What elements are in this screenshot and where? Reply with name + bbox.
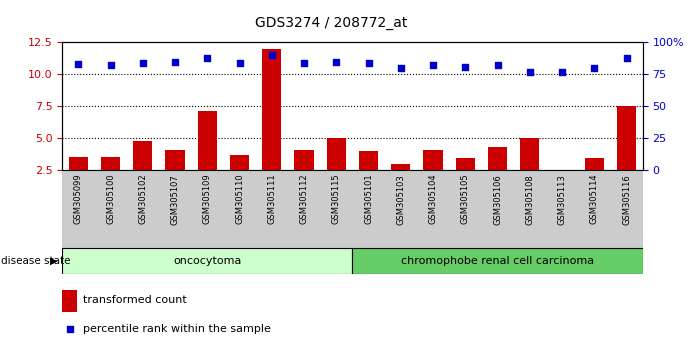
Point xyxy=(621,55,632,61)
Point xyxy=(299,60,310,66)
Text: GSM305111: GSM305111 xyxy=(267,174,276,224)
Bar xyxy=(352,248,643,274)
Bar xyxy=(62,290,77,312)
Point xyxy=(332,150,343,156)
Bar xyxy=(520,138,540,170)
Text: transformed count: transformed count xyxy=(83,295,187,306)
Point xyxy=(73,61,84,67)
Text: GDS3274 / 208772_at: GDS3274 / 208772_at xyxy=(256,16,408,30)
Point xyxy=(460,64,471,69)
Text: GSM305100: GSM305100 xyxy=(106,174,115,224)
Bar xyxy=(617,106,636,170)
Point xyxy=(266,52,277,58)
Bar xyxy=(133,141,153,170)
Text: GSM305109: GSM305109 xyxy=(202,174,212,224)
Bar xyxy=(256,170,288,248)
Bar xyxy=(68,157,88,170)
Point xyxy=(428,63,439,68)
Text: ▶: ▶ xyxy=(50,256,58,266)
Bar xyxy=(488,147,507,170)
Point xyxy=(138,60,149,66)
Point xyxy=(331,59,342,64)
Text: GSM305106: GSM305106 xyxy=(493,174,502,224)
Bar xyxy=(449,170,482,248)
Point xyxy=(395,65,406,71)
Text: GSM305116: GSM305116 xyxy=(622,174,631,224)
Bar xyxy=(391,164,410,170)
Bar xyxy=(95,170,126,248)
Bar xyxy=(288,170,320,248)
Bar xyxy=(198,111,217,170)
Point xyxy=(556,69,567,75)
Bar xyxy=(262,49,281,170)
Text: chromophobe renal cell carcinoma: chromophobe renal cell carcinoma xyxy=(401,256,594,266)
Text: GSM305104: GSM305104 xyxy=(428,174,437,224)
Text: GSM305108: GSM305108 xyxy=(525,174,534,224)
Text: GSM305113: GSM305113 xyxy=(558,174,567,224)
Bar xyxy=(359,151,378,170)
Bar xyxy=(513,170,546,248)
Bar xyxy=(385,170,417,248)
Text: GSM305101: GSM305101 xyxy=(364,174,373,224)
Point xyxy=(234,60,245,66)
Bar xyxy=(352,170,385,248)
Text: GSM305110: GSM305110 xyxy=(235,174,244,224)
Point xyxy=(202,55,213,61)
Bar xyxy=(294,149,314,170)
Bar xyxy=(320,170,352,248)
Bar xyxy=(417,170,449,248)
Bar xyxy=(482,170,513,248)
Bar xyxy=(159,170,191,248)
Text: GSM305107: GSM305107 xyxy=(171,174,180,224)
Bar xyxy=(62,170,95,248)
Text: GSM305105: GSM305105 xyxy=(461,174,470,224)
Bar xyxy=(585,159,604,170)
Text: GSM305114: GSM305114 xyxy=(589,174,599,224)
Text: oncocytoma: oncocytoma xyxy=(173,256,241,266)
Point xyxy=(524,69,536,75)
Text: disease state: disease state xyxy=(1,256,70,266)
Text: GSM305115: GSM305115 xyxy=(332,174,341,224)
Bar xyxy=(191,170,223,248)
Bar xyxy=(455,159,475,170)
Bar xyxy=(424,149,443,170)
Text: GSM305112: GSM305112 xyxy=(299,174,309,224)
Bar xyxy=(327,138,346,170)
Point xyxy=(169,59,180,64)
Text: GSM305099: GSM305099 xyxy=(74,174,83,224)
Bar xyxy=(101,157,120,170)
Bar xyxy=(62,248,352,274)
Text: percentile rank within the sample: percentile rank within the sample xyxy=(83,324,271,334)
Bar xyxy=(230,155,249,170)
Point xyxy=(105,63,116,68)
Point xyxy=(363,60,374,66)
Bar xyxy=(552,170,571,174)
Bar xyxy=(578,170,610,248)
Point xyxy=(589,65,600,71)
Text: GSM305103: GSM305103 xyxy=(396,174,406,224)
Point xyxy=(492,63,503,68)
Bar xyxy=(165,149,184,170)
Bar xyxy=(610,170,643,248)
Bar xyxy=(546,170,578,248)
Bar xyxy=(126,170,159,248)
Text: GSM305102: GSM305102 xyxy=(138,174,147,224)
Bar xyxy=(223,170,256,248)
